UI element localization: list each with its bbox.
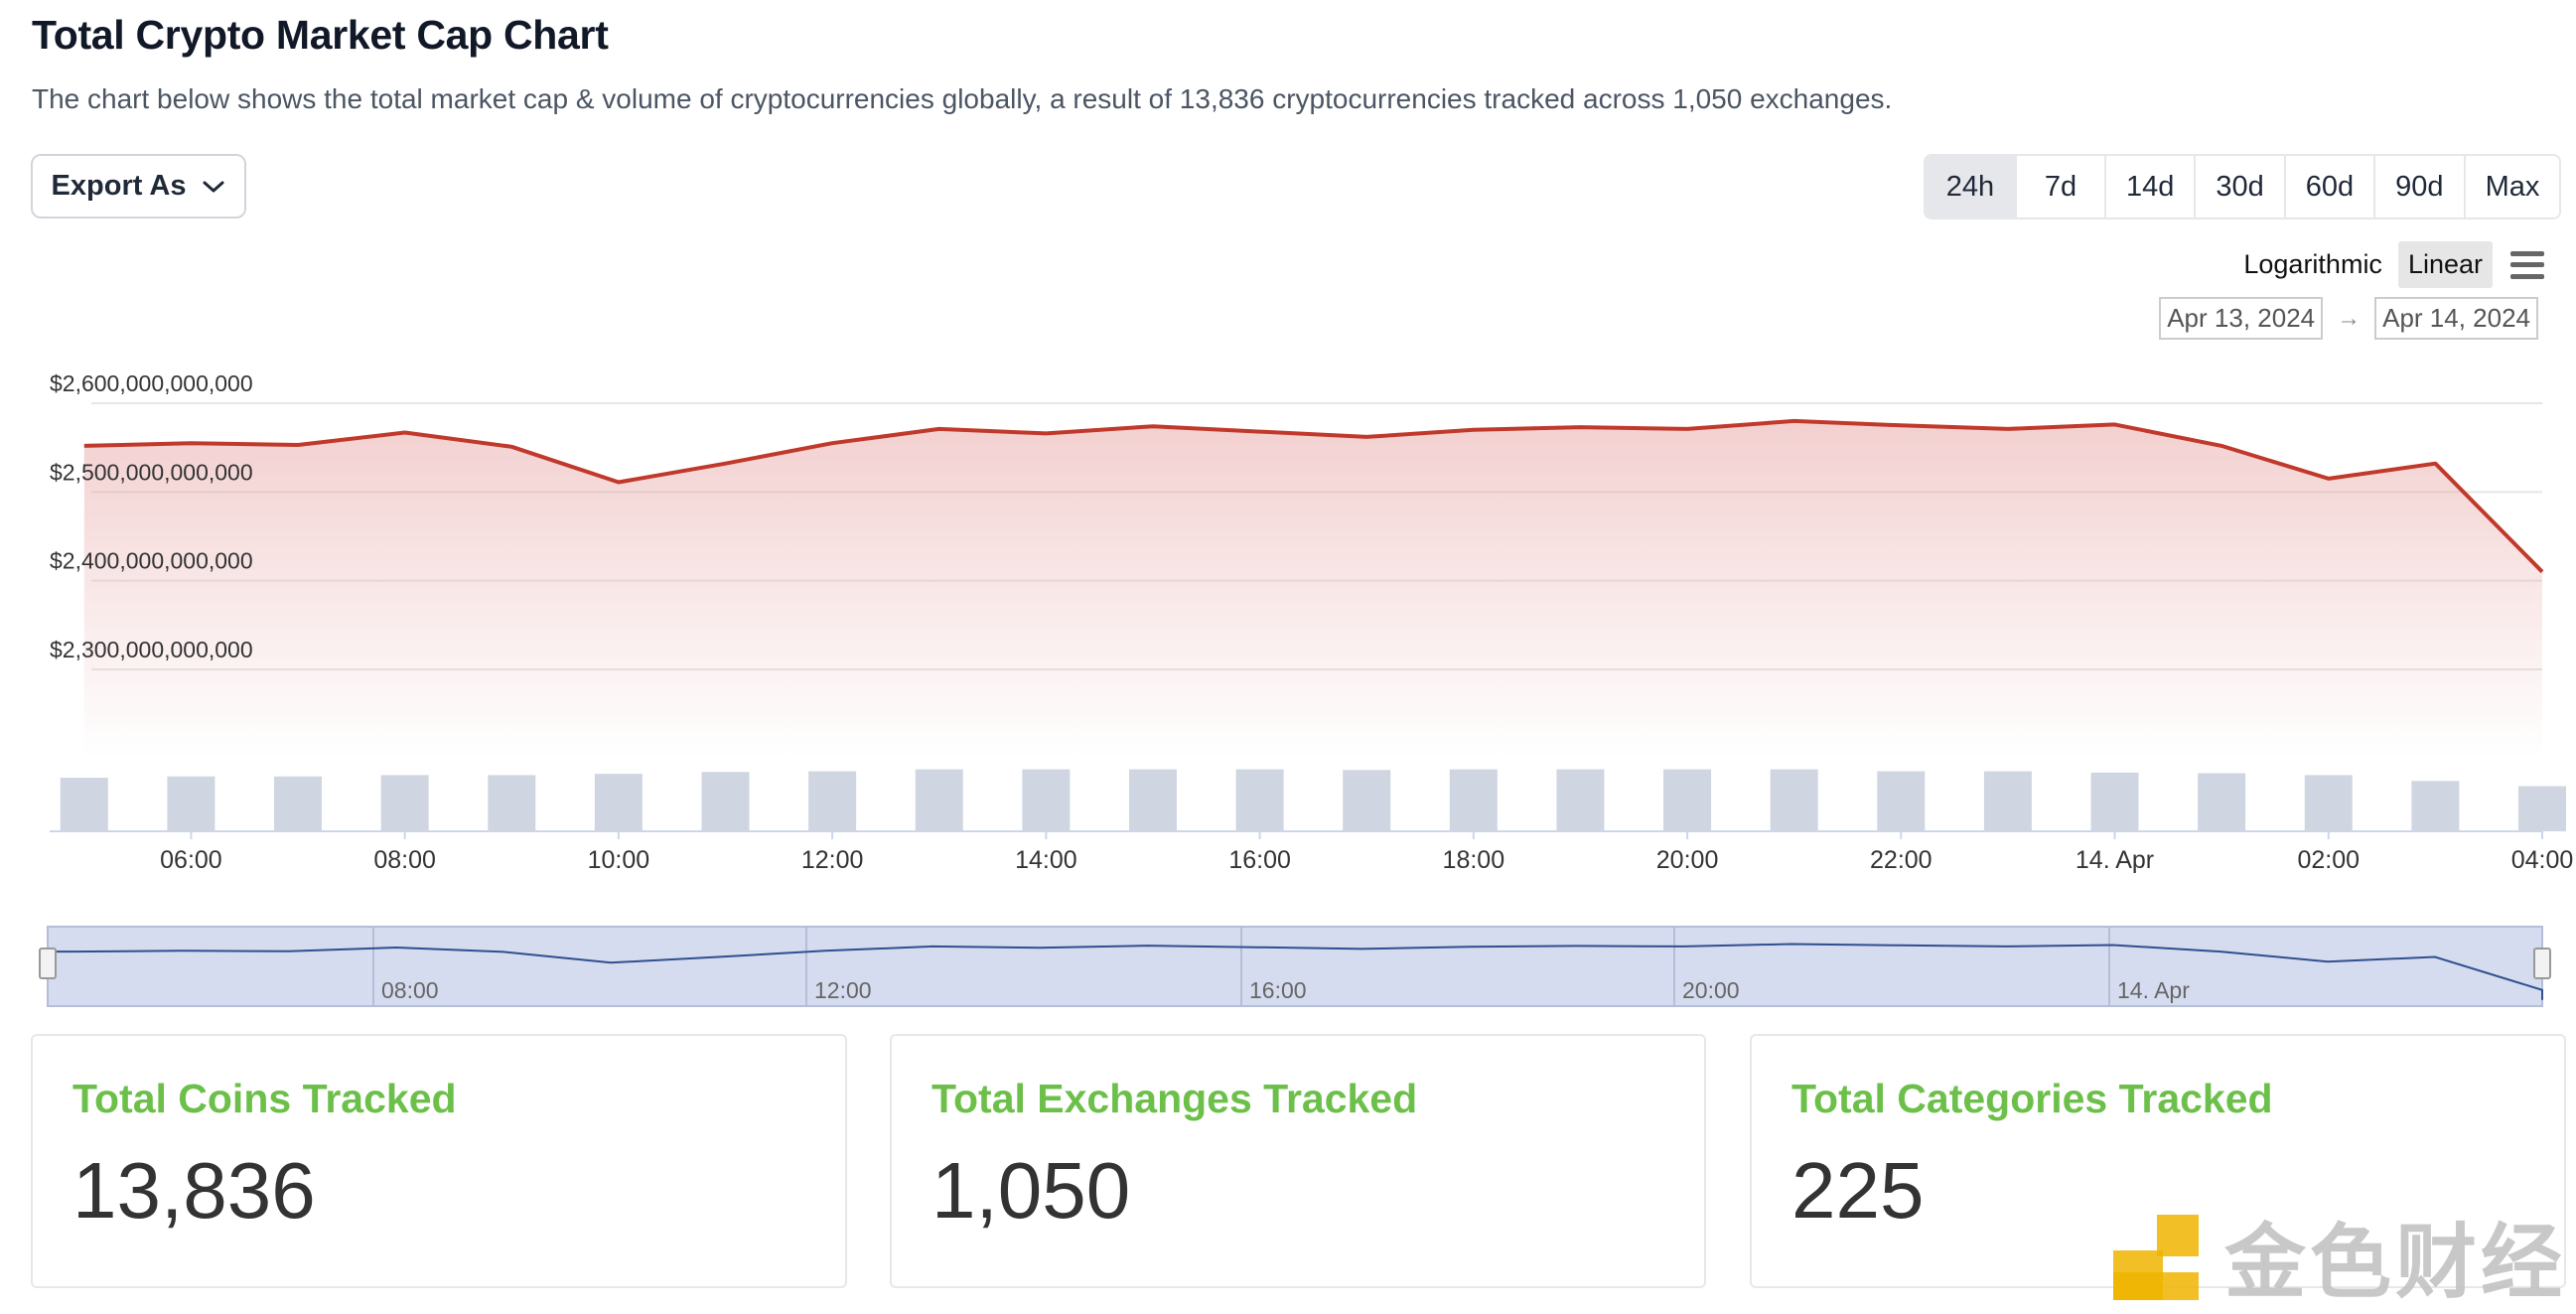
stat-label: Total Coins Tracked bbox=[72, 1076, 457, 1121]
market-cap-chart: $2,600,000,000,000 $2,500,000,000,000 $2,4… bbox=[39, 370, 2573, 1007]
volume-bar bbox=[1877, 771, 1926, 831]
volume-bars bbox=[60, 769, 2566, 831]
range-button-24h[interactable]: 24h bbox=[1926, 156, 2015, 218]
navigator-series-line bbox=[50, 943, 2543, 1000]
date-from-input[interactable]: Apr 13, 2024 bbox=[2159, 297, 2324, 340]
watermark-text: 金色财经 bbox=[2224, 1216, 2567, 1310]
export-button[interactable]: Export As bbox=[31, 154, 246, 219]
stat-card-exchanges: Total Exchanges Tracked 1,050 bbox=[890, 1034, 1706, 1288]
navigator-label: 14. Apr bbox=[2117, 977, 2190, 1003]
volume-bar bbox=[274, 776, 323, 831]
date-to-input[interactable]: Apr 14, 2024 bbox=[2374, 297, 2538, 340]
volume-bar bbox=[594, 774, 643, 831]
scale-option-logarithmic[interactable]: Logarithmic bbox=[2243, 249, 2382, 279]
x-tick-label: 20:00 bbox=[1656, 846, 1719, 874]
x-tick-label: 16:00 bbox=[1228, 846, 1291, 874]
x-tick-label: 02:00 bbox=[2297, 846, 2360, 874]
range-button-7d[interactable]: 7d bbox=[2015, 156, 2104, 218]
volume-bar bbox=[1343, 770, 1391, 831]
range-navigator: 08:00 12:00 16:00 20:00 14. Apr bbox=[39, 926, 2551, 1007]
navigator-handle-right[interactable] bbox=[2533, 948, 2551, 979]
hamburger-menu-icon[interactable] bbox=[2510, 250, 2544, 279]
navigator-label: 12:00 bbox=[814, 977, 872, 1003]
scale-option-linear[interactable]: Linear bbox=[2397, 241, 2493, 288]
stat-card-coins: Total Coins Tracked 13,836 bbox=[31, 1034, 847, 1288]
volume-bar bbox=[915, 769, 963, 831]
x-axis-labels: 06:00 08:00 10:00 12:00 14:00 16:00 18:00 20:00… bbox=[160, 831, 2573, 874]
x-tick-label: 18:00 bbox=[1443, 846, 1505, 874]
price-line bbox=[83, 418, 2544, 574]
stat-label: Total Categories Tracked bbox=[1791, 1076, 2273, 1121]
y-tick-label: $2,600,000,000,000 bbox=[50, 370, 253, 396]
jinse-logo-icon bbox=[2113, 1214, 2199, 1300]
export-button-label: Export As bbox=[51, 170, 187, 202]
y-tick-label: $2,500,000,000,000 bbox=[50, 459, 253, 485]
x-tick-label: 22:00 bbox=[1870, 846, 1932, 874]
navigator-handle-left[interactable] bbox=[39, 948, 57, 979]
x-tick-label: 10:00 bbox=[588, 846, 650, 874]
volume-bar bbox=[808, 771, 857, 831]
page-title: Total Crypto Market Cap Chart bbox=[32, 12, 609, 58]
y-tick-label: $2,400,000,000,000 bbox=[50, 548, 253, 574]
page-description: The chart below shows the total market c… bbox=[32, 83, 1893, 114]
price-area-fill bbox=[83, 420, 2542, 757]
volume-bar bbox=[2518, 786, 2566, 831]
chevron-down-icon bbox=[203, 181, 224, 192]
x-tick-label: 04:00 bbox=[2511, 846, 2574, 874]
x-tick-label: 12:00 bbox=[801, 846, 864, 874]
price-area bbox=[83, 420, 2542, 757]
watermark: 金色财经 bbox=[2113, 1196, 2566, 1314]
stat-value: 1,050 bbox=[931, 1146, 1131, 1235]
volume-bar bbox=[380, 775, 429, 831]
range-button-30d[interactable]: 30d bbox=[2194, 156, 2284, 218]
volume-bar bbox=[1128, 769, 1177, 831]
volume-bar bbox=[2411, 781, 2460, 831]
range-button-90d[interactable]: 90d bbox=[2373, 156, 2464, 218]
volume-bar bbox=[1022, 769, 1071, 831]
volume-bar bbox=[488, 775, 536, 831]
time-range-selector: 24h 7d 14d 30d 60d 90d Max bbox=[1924, 154, 2562, 219]
date-arrow-icon: → bbox=[2337, 304, 2361, 332]
x-tick-label: 08:00 bbox=[373, 846, 436, 874]
volume-bar bbox=[167, 776, 215, 831]
x-tick-label: 14. Apr bbox=[2075, 846, 2154, 874]
volume-bar bbox=[1770, 769, 1818, 831]
range-button-14d[interactable]: 14d bbox=[2104, 156, 2195, 218]
volume-bar bbox=[701, 772, 750, 831]
range-button-max[interactable]: Max bbox=[2463, 156, 2560, 218]
x-tick-label: 06:00 bbox=[160, 846, 222, 874]
x-tick-label: 14:00 bbox=[1015, 846, 1077, 874]
navigator-label: 20:00 bbox=[1682, 977, 1740, 1003]
navigator-label: 16:00 bbox=[1249, 977, 1307, 1003]
navigator-label: 08:00 bbox=[381, 977, 439, 1003]
scale-toggle: Logarithmic Linear bbox=[2233, 241, 2544, 288]
volume-bar bbox=[60, 778, 108, 831]
stat-value: 13,836 bbox=[72, 1146, 316, 1235]
y-tick-label: $2,300,000,000,000 bbox=[50, 637, 253, 662]
stat-label: Total Exchanges Tracked bbox=[931, 1076, 1418, 1121]
y-axis-labels: $2,600,000,000,000 $2,500,000,000,000 $2,4… bbox=[50, 370, 253, 662]
volume-bar bbox=[2090, 772, 2139, 831]
range-button-60d[interactable]: 60d bbox=[2283, 156, 2374, 218]
volume-bar bbox=[2304, 775, 2353, 831]
volume-bar bbox=[1556, 769, 1605, 831]
price-series-line bbox=[83, 418, 2544, 574]
volume-bar bbox=[2198, 773, 2246, 831]
volume-bar bbox=[1663, 769, 1712, 831]
date-range: Apr 13, 2024 → Apr 14, 2024 bbox=[2159, 297, 2538, 340]
stat-value: 225 bbox=[1791, 1146, 1925, 1235]
volume-bar bbox=[1983, 771, 2032, 831]
volume-bar bbox=[1449, 769, 1498, 831]
volume-bar bbox=[1235, 769, 1284, 831]
